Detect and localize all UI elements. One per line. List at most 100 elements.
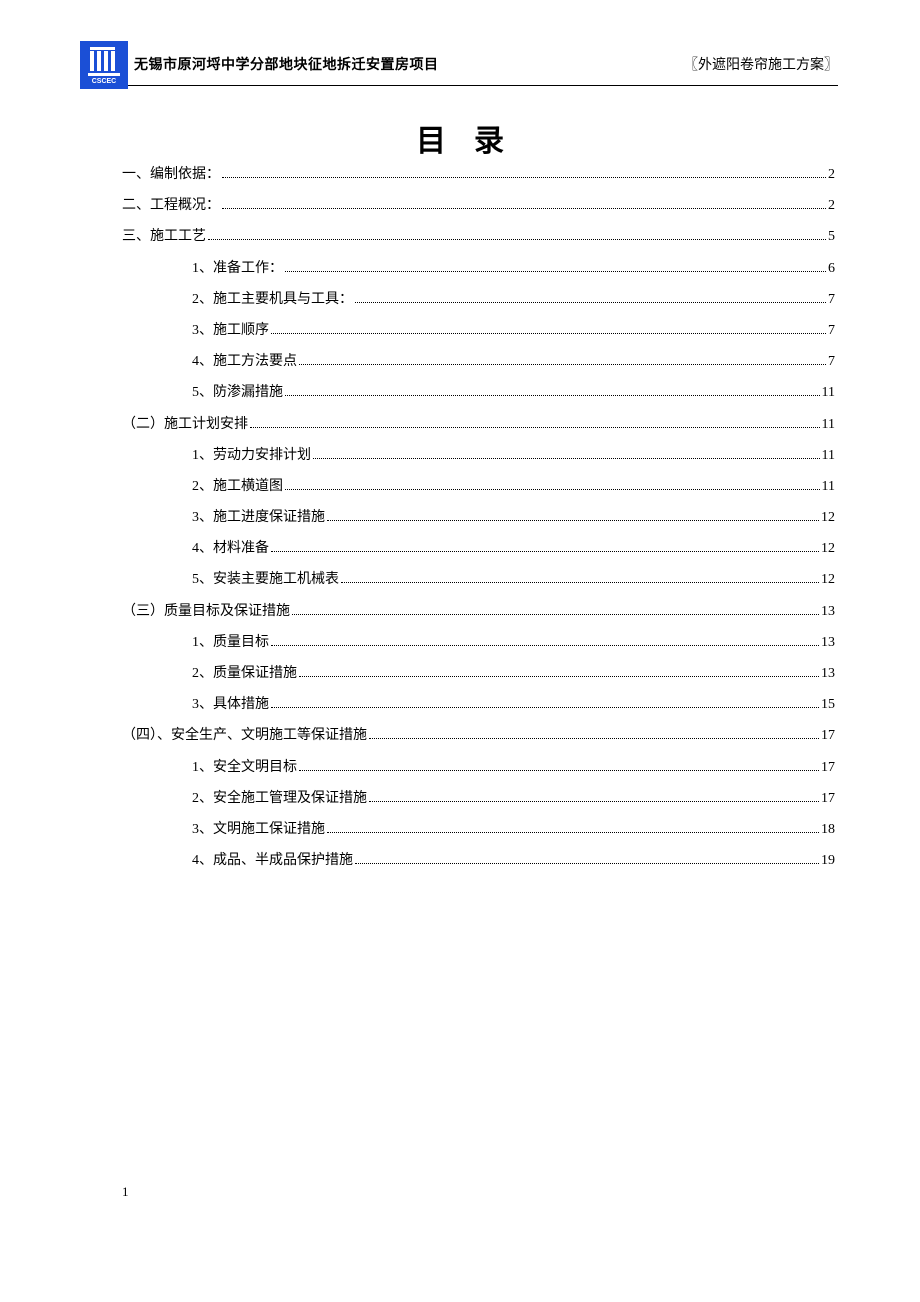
- toc-leader-dots: [369, 738, 819, 739]
- header-left-block: CSCEC 无锡市原河埒中学分部地块征地拆迁安置房项目: [80, 41, 439, 89]
- toc-leader-dots: [271, 707, 819, 708]
- toc-leader-dots: [250, 427, 820, 428]
- toc-entry-page: 11: [822, 386, 835, 400]
- toc-leader-dots: [285, 395, 820, 396]
- toc-leader-dots: [327, 520, 819, 521]
- page-header: CSCEC 无锡市原河埒中学分部地块征地拆迁安置房项目 〖外遮阳卷帘施工方案〗: [80, 44, 838, 86]
- toc-entry-page: 2: [828, 168, 835, 182]
- toc-entry-page: 17: [821, 761, 835, 775]
- toc-entry-label: （二）施工计划安排: [122, 418, 248, 432]
- toc-entry-label: 2、施工横道图: [192, 480, 283, 494]
- toc-entry-page: 12: [821, 573, 835, 587]
- toc-entry: 5、防渗漏措施 11: [122, 386, 835, 400]
- toc-entry-label: 5、安装主要施工机械表: [192, 573, 339, 587]
- toc-entry: 2、施工横道图 11: [122, 480, 835, 494]
- toc-entry-label: 一、编制依据：: [122, 168, 220, 182]
- toc-entry: 3、文明施工保证措施 18: [122, 823, 835, 837]
- toc-entry-label: 3、具体措施: [192, 698, 269, 712]
- toc-entry: 2、施工主要机具与工具： 7: [122, 293, 835, 307]
- toc-entry: 4、施工方法要点 7: [122, 355, 835, 369]
- toc-entry-page: 11: [822, 480, 835, 494]
- toc-leader-dots: [369, 801, 819, 802]
- toc-entry: 3、施工顺序 7: [122, 324, 835, 338]
- toc-entry: 二、工程概况： 2: [122, 199, 835, 213]
- toc-entry-page: 2: [828, 199, 835, 213]
- toc-entry: （三）质量目标及保证措施 13: [122, 605, 835, 619]
- toc-entry-page: 6: [828, 262, 835, 276]
- toc-entry-page: 13: [821, 667, 835, 681]
- toc-entry-page: 7: [828, 355, 835, 369]
- toc-leader-dots: [222, 177, 826, 178]
- toc-leader-dots: [341, 582, 819, 583]
- toc-entry: 2、质量保证措施 13: [122, 667, 835, 681]
- toc-entry: （二）施工计划安排 11: [122, 418, 835, 432]
- toc-entry: 4、材料准备12: [122, 542, 835, 556]
- toc-entry-label: 二、工程概况：: [122, 199, 220, 213]
- toc-entry-page: 12: [821, 542, 835, 556]
- toc-entry-label: （四）、安全生产、文明施工等保证措施: [122, 729, 367, 743]
- toc-leader-dots: [355, 302, 826, 303]
- toc-leader-dots: [285, 271, 826, 272]
- toc-entry-label: 1、质量目标: [192, 636, 269, 650]
- toc-entry-page: 17: [821, 729, 835, 743]
- toc-entry-label: 3、施工顺序: [192, 324, 269, 338]
- toc-entry-label: 4、成品、半成品保护措施: [192, 854, 353, 868]
- toc-leader-dots: [271, 551, 819, 552]
- toc-entry: 3、施工进度保证措施 12: [122, 511, 835, 525]
- toc-entry: 1、质量目标 13: [122, 636, 835, 650]
- toc-leader-dots: [222, 208, 826, 209]
- toc-entry-page: 15: [821, 698, 835, 712]
- toc-entry-page: 13: [821, 605, 835, 619]
- toc-leader-dots: [313, 458, 820, 459]
- toc-entry-page: 11: [822, 418, 835, 432]
- toc-entry: 三、施工工艺 5: [122, 230, 835, 244]
- toc-entry: 1、劳动力安排计划 11: [122, 449, 835, 463]
- toc-entry-page: 18: [821, 823, 835, 837]
- toc-entry: 一、编制依据： 2: [122, 168, 835, 182]
- logo-text: CSCEC: [92, 78, 117, 85]
- toc-entry-label: 3、文明施工保证措施: [192, 823, 325, 837]
- toc-entry-label: （三）质量目标及保证措施: [122, 605, 290, 619]
- toc-leader-dots: [299, 770, 819, 771]
- toc-leader-dots: [271, 645, 819, 646]
- toc-leader-dots: [299, 676, 819, 677]
- toc-entry: 4、成品、半成品保护措施 19: [122, 854, 835, 868]
- toc-leader-dots: [292, 614, 819, 615]
- toc-leader-dots: [271, 333, 826, 334]
- toc-leader-dots: [285, 489, 820, 490]
- toc-entry-label: 2、施工主要机具与工具：: [192, 293, 353, 307]
- toc-entry-label: 2、质量保证措施: [192, 667, 297, 681]
- toc-leader-dots: [327, 832, 819, 833]
- toc-entry-page: 11: [822, 449, 835, 463]
- document-title: 〖外遮阳卷帘施工方案〗: [684, 54, 838, 76]
- table-of-contents: 一、编制依据： 2 二、工程概况： 2 三、施工工艺 5 1、准备工作： 6 2、施工主要机具与…: [122, 168, 835, 885]
- toc-entry: （四）、安全生产、文明施工等保证措施 17: [122, 729, 835, 743]
- toc-entry-page: 5: [828, 230, 835, 244]
- toc-entry-page: 7: [828, 324, 835, 338]
- toc-entry-label: 1、准备工作：: [192, 262, 283, 276]
- toc-entry: 3、具体措施 15: [122, 698, 835, 712]
- toc-entry: 1、安全文明目标 17: [122, 761, 835, 775]
- toc-entry-page: 13: [821, 636, 835, 650]
- project-title: 无锡市原河埒中学分部地块征地拆迁安置房项目: [134, 54, 439, 76]
- toc-entry-label: 三、施工工艺: [122, 230, 206, 244]
- toc-entry-label: 4、施工方法要点: [192, 355, 297, 369]
- page-title: 目录: [0, 116, 920, 160]
- toc-entry-label: 3、施工进度保证措施: [192, 511, 325, 525]
- toc-entry-label: 1、安全文明目标: [192, 761, 297, 775]
- company-logo-icon: CSCEC: [80, 41, 128, 89]
- toc-leader-dots: [355, 863, 819, 864]
- toc-entry-page: 17: [821, 792, 835, 806]
- toc-entry-label: 5、防渗漏措施: [192, 386, 283, 400]
- toc-entry: 2、安全施工管理及保证措施 17: [122, 792, 835, 806]
- page-number: 1: [122, 1184, 129, 1200]
- toc-leader-dots: [208, 239, 826, 240]
- toc-entry-page: 12: [821, 511, 835, 525]
- toc-entry-label: 2、安全施工管理及保证措施: [192, 792, 367, 806]
- toc-entry: 1、准备工作： 6: [122, 262, 835, 276]
- toc-entry: 5、安装主要施工机械表 12: [122, 573, 835, 587]
- toc-entry-page: 7: [828, 293, 835, 307]
- toc-entry-label: 1、劳动力安排计划: [192, 449, 311, 463]
- toc-leader-dots: [299, 364, 826, 365]
- toc-entry-page: 19: [821, 854, 835, 868]
